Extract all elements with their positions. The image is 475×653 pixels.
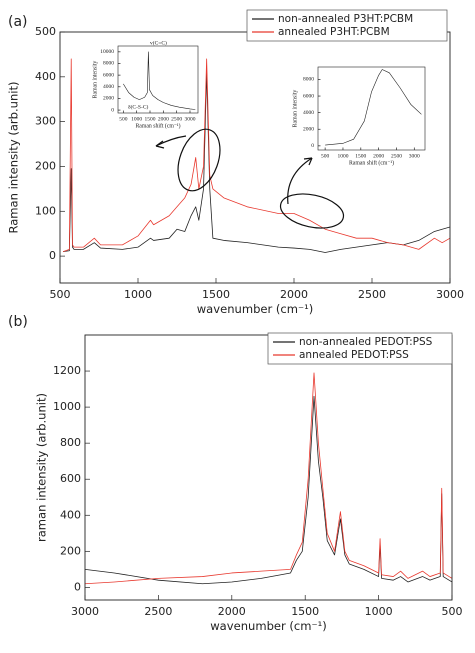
x-tick-label: 1500	[355, 153, 366, 159]
y-tick-label: 10000	[100, 49, 114, 55]
legend-label: non-annealed P3HT:PCBM	[278, 13, 413, 25]
x-tick-label: 500	[119, 116, 128, 122]
x-tick-label: 1500	[291, 605, 319, 618]
arrow-head	[303, 157, 313, 166]
x-tick-label: 3000	[409, 153, 420, 159]
legend-label: annealed P3HT:PCBM	[278, 26, 390, 38]
y-tick-label: 800	[60, 436, 81, 449]
x-tick-label: 500	[50, 288, 71, 301]
x-tick-label: 1000	[365, 605, 393, 618]
x-tick-label: 2500	[171, 116, 182, 122]
x-tick-label: 2000	[158, 116, 169, 122]
y-tick-label: 100	[35, 204, 56, 217]
y-tick-label: 200	[35, 159, 56, 172]
y-axis-label: Raman intensity	[92, 61, 98, 99]
x-tick-label: 2000	[280, 288, 308, 301]
panel-label: (a)	[8, 14, 28, 30]
legend-label: non-annealed PEDOT:PSS	[299, 336, 433, 348]
data-line	[62, 58, 450, 253]
plot-area	[85, 335, 452, 600]
y-tick-label: 0	[74, 580, 81, 593]
callout-ellipse	[279, 193, 345, 229]
y-tick-label: 0	[111, 107, 114, 113]
plot-area	[118, 46, 198, 113]
y-tick-label: 200	[60, 544, 81, 557]
y-tick-label: 400	[60, 508, 81, 521]
data-line	[85, 372, 452, 585]
y-tick-label: 1200	[53, 364, 81, 377]
data-line	[325, 69, 422, 146]
x-axis-label: Raman shift (cm⁻¹)	[349, 160, 394, 167]
axes-frame	[117, 45, 199, 114]
y-tick-label: 0	[49, 249, 56, 262]
x-tick-label: 1000	[131, 116, 142, 122]
y-tick-label: 500	[35, 25, 56, 38]
x-tick-label: 500	[321, 153, 330, 159]
y-tick-label: 6000	[103, 72, 114, 78]
callout-arrow	[287, 157, 313, 205]
y-axis-label: raman intensity (arb.unit)	[35, 393, 49, 542]
legend-box	[267, 332, 453, 365]
legend-box	[246, 9, 448, 42]
y-tick-label: 1000	[53, 400, 81, 413]
x-tick-label: 3000	[436, 288, 464, 301]
x-tick-label: 1000	[124, 288, 152, 301]
panel-label: (b)	[8, 314, 28, 330]
legend-label: annealed PEDOT:PSS	[299, 349, 409, 361]
plot-area	[318, 67, 425, 150]
x-tick-label: 3000	[71, 605, 99, 618]
y-tick-label: 8000	[303, 77, 314, 83]
y-tick-label: 2000	[303, 127, 314, 133]
x-tick-label: 2500	[144, 605, 172, 618]
x-tick-label: 2500	[358, 288, 386, 301]
x-tick-label: 2500	[391, 153, 402, 159]
inset-layer: 500 1000 1500 2000 2500 300002000400060008000…	[92, 39, 426, 167]
y-tick-label: 0	[311, 143, 314, 149]
axes-frame	[317, 66, 426, 151]
x-tick-label: 2000	[373, 153, 384, 159]
y-tick-label: 4000	[303, 110, 314, 116]
y-axis-label: Raman intensity	[292, 90, 298, 128]
annotation: v(C=C)	[150, 39, 167, 46]
y-tick-label: 400	[35, 70, 56, 83]
annotation: δ(C-S-C)	[128, 103, 148, 110]
x-tick-label: 3000	[185, 116, 196, 122]
x-axis-label: wavenumber (cm⁻¹)	[210, 619, 327, 633]
y-tick-label: 600	[60, 472, 81, 485]
data-line	[85, 395, 452, 585]
x-tick-label: 1000	[337, 153, 348, 159]
data-line	[123, 51, 196, 110]
y-tick-label: 4000	[103, 84, 114, 90]
x-axis-label: Raman shift (cm⁻¹)	[135, 123, 180, 130]
y-tick-label: 300	[35, 115, 56, 128]
x-axis-label: wavenumber (cm⁻¹)	[197, 302, 314, 316]
x-tick-label: 2000	[218, 605, 246, 618]
data-line	[63, 71, 450, 253]
x-tick-label: 500	[442, 605, 463, 618]
y-tick-label: 6000	[303, 93, 314, 99]
y-axis-label: Raman intensity (arb.unit)	[7, 81, 21, 233]
callout-ellipse	[177, 128, 221, 192]
callouts	[155, 128, 345, 229]
y-tick-label: 2000	[103, 96, 114, 102]
x-tick-label: 1500	[202, 288, 230, 301]
x-tick-label: 1500	[145, 116, 156, 122]
arrow-head	[155, 140, 165, 149]
y-tick-label: 8000	[103, 61, 114, 67]
